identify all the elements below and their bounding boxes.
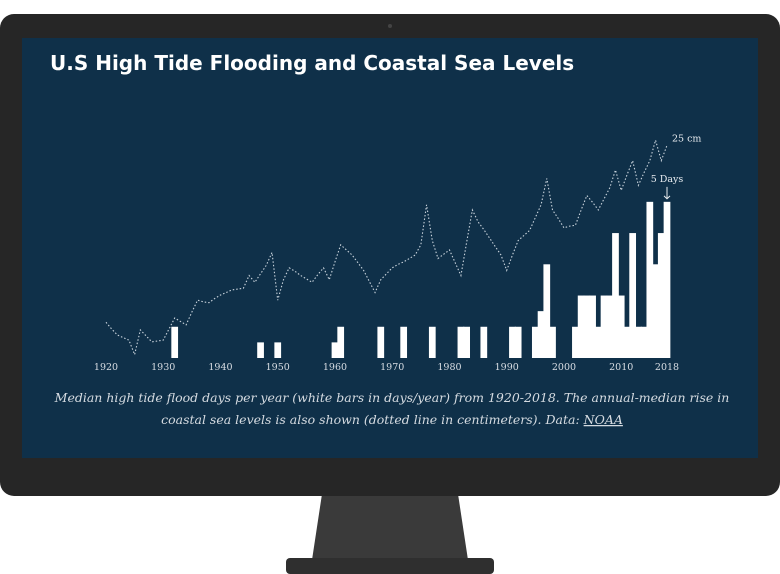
bar: [537, 311, 545, 358]
x-tick-label: 1940: [208, 362, 232, 373]
bar: [463, 326, 471, 358]
bar: [623, 326, 631, 358]
x-tick-label: 1980: [437, 362, 461, 373]
bar: [583, 295, 591, 358]
bar: [337, 326, 345, 358]
x-tick-label: 1960: [323, 362, 347, 373]
sea-level-line: [105, 138, 668, 357]
annotation: 25 cm: [672, 133, 701, 144]
bar: [257, 342, 264, 358]
bar: [635, 326, 642, 358]
chart-title: U.S High Tide Flooding and Coastal Sea L…: [50, 51, 574, 75]
monitor-stand: [312, 494, 468, 560]
bar: [572, 326, 579, 358]
plot: 1920 1930 1940 1950 1960 1970 1980 1990 2000 2010…: [94, 133, 702, 373]
x-tick-label: 1990: [495, 362, 519, 373]
annotation-arrow: [663, 186, 671, 200]
bar: [549, 326, 556, 358]
bar: [377, 326, 385, 358]
bar: [589, 295, 596, 358]
monitor-base: [286, 558, 494, 574]
x-tick-label: 1920: [94, 362, 118, 373]
caption-text: coastal sea levels is also shown (dotted…: [161, 412, 584, 427]
bar: [171, 326, 179, 358]
x-tick-label: 1970: [380, 362, 404, 373]
bar: [428, 326, 436, 358]
x-tick-label: 1930: [151, 362, 175, 373]
bar: [652, 264, 659, 358]
bar: [600, 295, 608, 358]
caption-line: Median high tide flood days per year (wh…: [54, 390, 730, 405]
bar: [577, 295, 585, 358]
bar: [657, 233, 665, 358]
bar: [612, 233, 619, 358]
bar: [514, 326, 522, 358]
bar: [606, 295, 614, 358]
bar: [509, 326, 516, 358]
x-tick-label: 2010: [609, 362, 633, 373]
bar: [543, 264, 551, 358]
bar: [640, 326, 648, 358]
bar: [457, 326, 465, 358]
caption-text: Median high tide flood days per year (wh…: [54, 390, 730, 405]
x-tick-label: 2018: [655, 362, 679, 373]
bar: [663, 201, 671, 358]
camera: [388, 24, 392, 28]
source-link[interactable]: NOAA: [583, 412, 623, 427]
bar: [629, 233, 637, 358]
x-tick-label: 1950: [266, 362, 290, 373]
caption-line: coastal sea levels is also shown (dotted…: [161, 412, 623, 427]
bar: [274, 342, 282, 358]
annotation: 5 Days: [651, 174, 684, 185]
bar: [331, 342, 339, 358]
bar: [400, 326, 408, 358]
bar: [646, 201, 654, 358]
bar: [480, 326, 488, 358]
bar: [617, 295, 625, 358]
bar: [531, 326, 539, 358]
bar: [594, 326, 602, 358]
x-tick-label: 2000: [552, 362, 576, 373]
